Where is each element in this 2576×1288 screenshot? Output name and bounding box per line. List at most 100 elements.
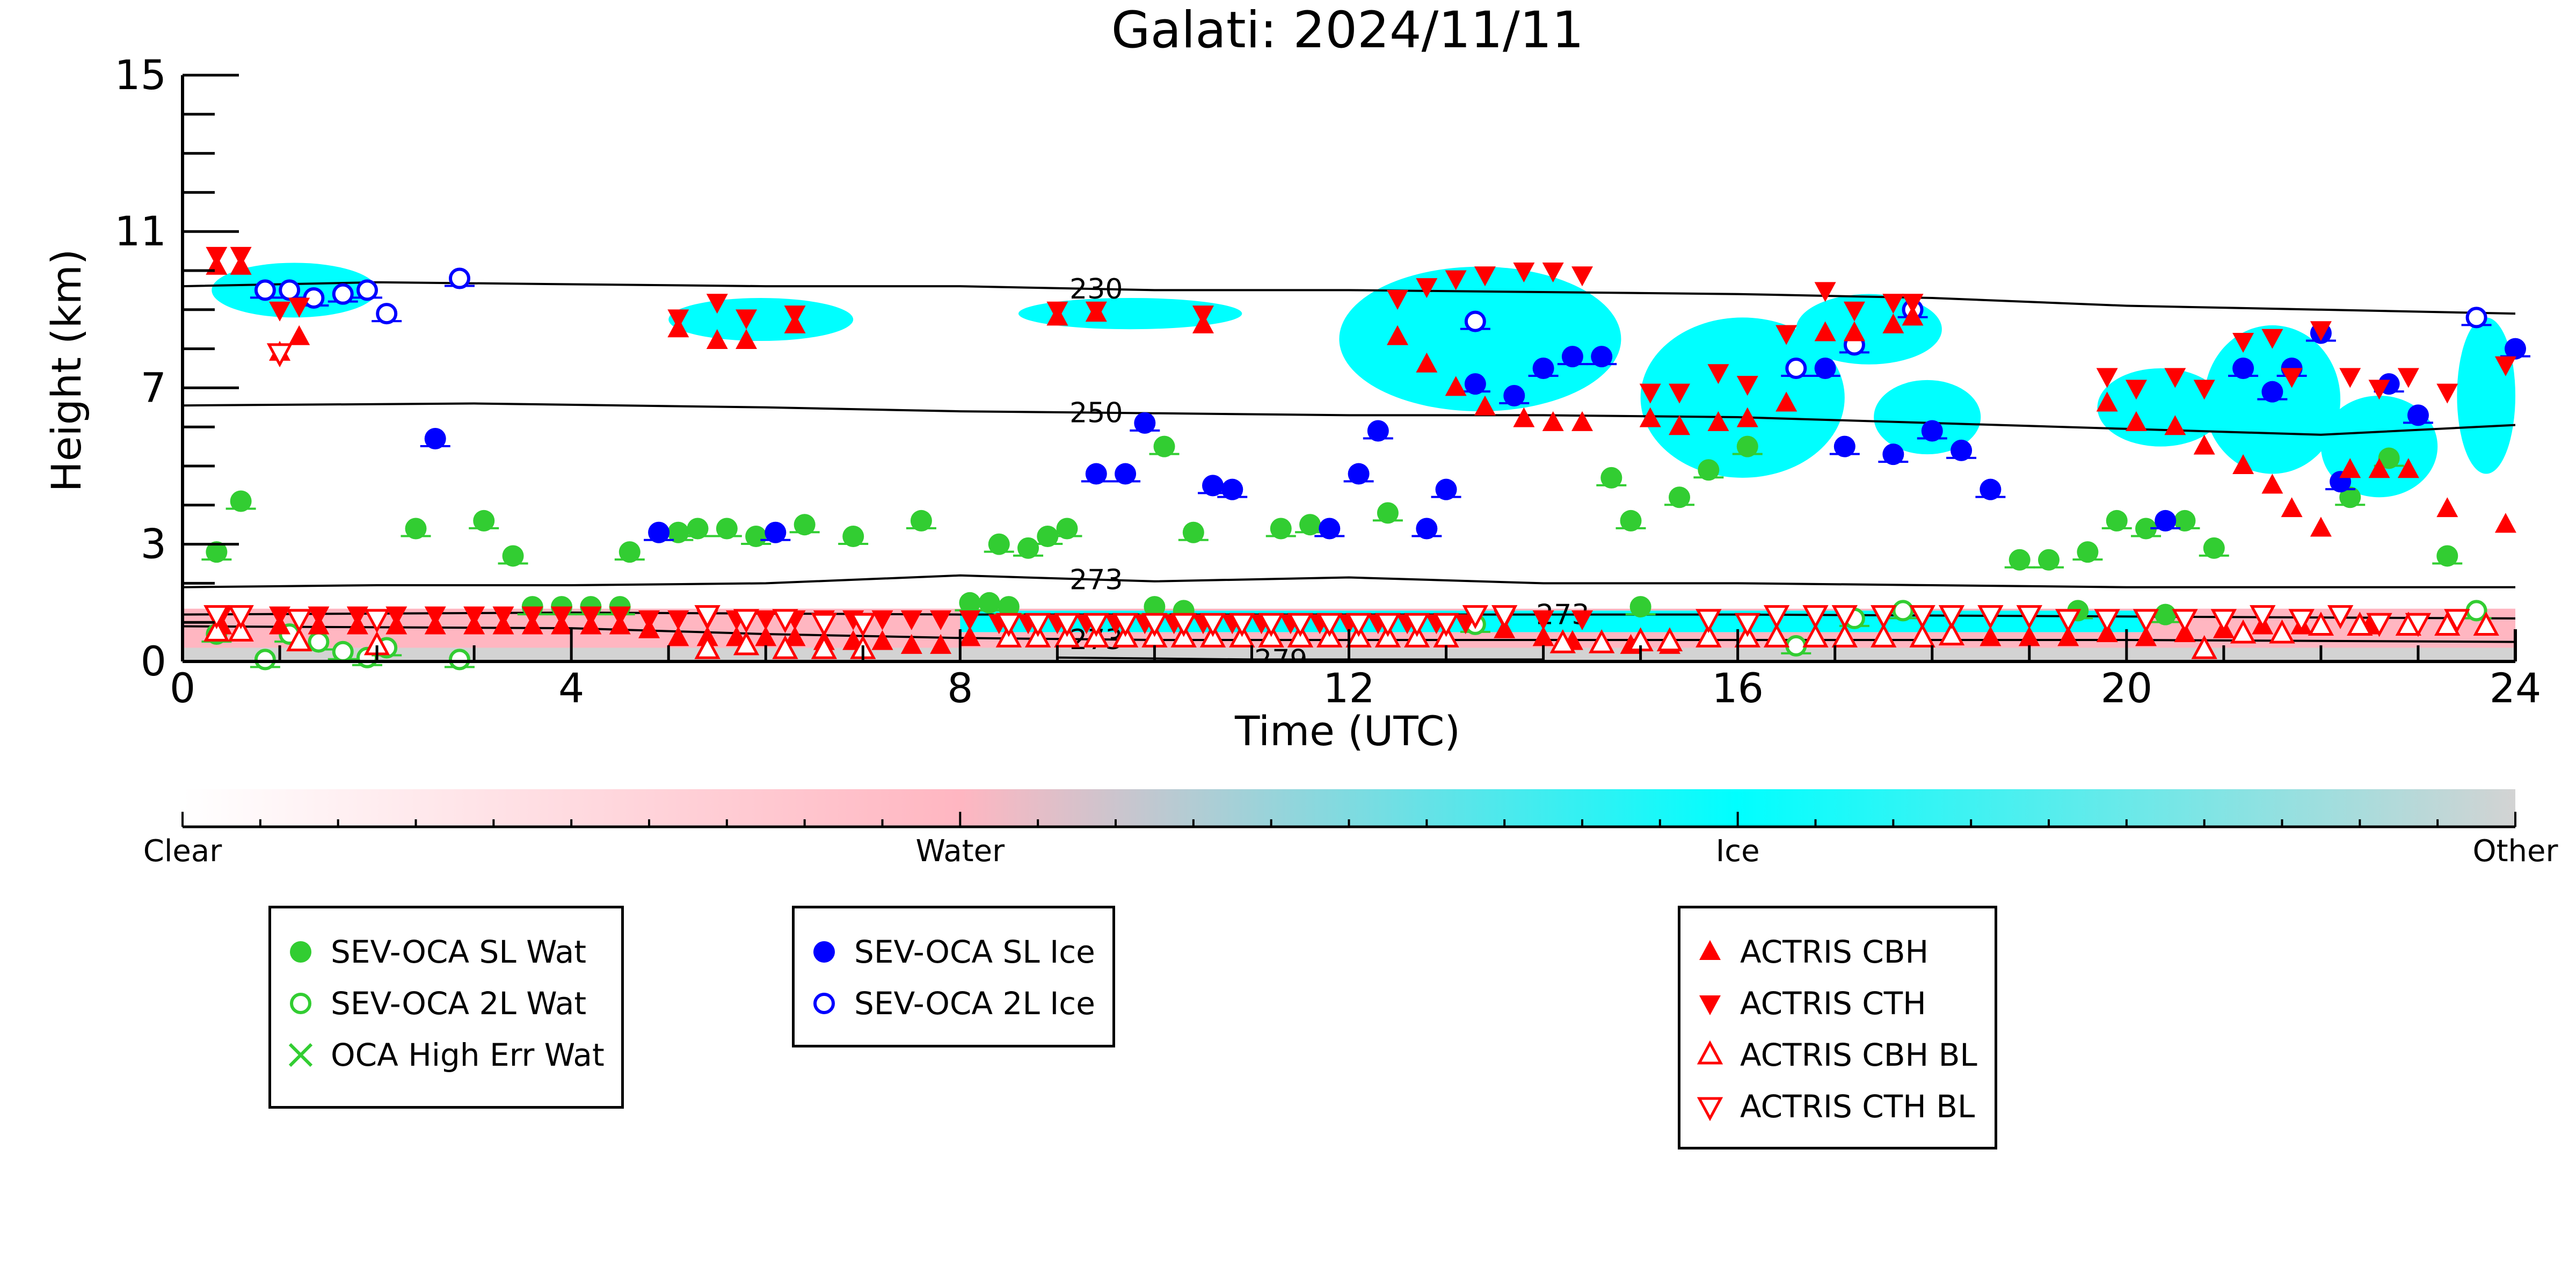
actris-cth-bl-point	[1258, 613, 1284, 637]
sev-oca-2l-wat-point	[1892, 600, 1914, 622]
actris-cth-bl-point	[1802, 605, 1829, 629]
actris-cth-bl-point	[1462, 605, 1489, 629]
actris-cbh-point	[1639, 407, 1661, 427]
sev-oca-sl-wat-point	[716, 518, 738, 540]
actris-cbh-point	[1775, 391, 1798, 412]
sev-oca-sl-ice-point	[1221, 478, 1243, 500]
actris-cth-point	[206, 246, 228, 267]
sev-oca-2l-ice-point	[254, 279, 276, 301]
actris-cth-point	[1775, 325, 1798, 345]
legend-marker-icon	[1699, 940, 1721, 960]
sev-oca-sl-ice-point	[1980, 478, 2002, 500]
actris-cth-bl-point	[1734, 613, 1760, 637]
actris-cbh-point	[2232, 454, 2254, 474]
actris-cbh-point	[1571, 411, 1593, 431]
actris-cth-point	[1843, 301, 1865, 322]
legend-label: SEV-OCA SL Ice	[854, 934, 1095, 970]
legend-marker	[288, 1043, 313, 1067]
actris-cth-bl-point	[1345, 613, 1372, 637]
sev-oca-sl-ice-point	[1367, 420, 1389, 442]
actris-cth-point	[706, 294, 728, 314]
actris-cth-bl-point	[2366, 613, 2392, 637]
actris-cth-bl-point	[1433, 613, 1459, 637]
sev-oca-sl-wat-point	[2339, 486, 2361, 508]
sev-oca-sl-wat-point	[2135, 518, 2157, 540]
actris-cth-point	[667, 610, 689, 630]
sev-oca-sl-ice-point	[2155, 510, 2177, 532]
legend-marker	[1697, 1097, 1723, 1122]
sev-oca-sl-wat-point	[2038, 549, 2060, 571]
sev-oca-sl-wat-point	[2378, 447, 2400, 469]
actris-cbh-bl-point	[2308, 612, 2334, 636]
actris-cth-bl-point	[1054, 613, 1080, 637]
legend-marker-icon	[1697, 1040, 1723, 1065]
sev-oca-sl-ice-point	[1319, 518, 1341, 540]
actris-cbh-bl-point	[772, 635, 798, 659]
actris-cth-point	[1902, 294, 1924, 314]
actris-cth-point	[1474, 266, 1496, 287]
sev-oca-sl-wat-point	[1629, 596, 1651, 618]
sev-oca-sl-wat-point	[230, 490, 252, 512]
x-tick-label: 8	[947, 664, 973, 712]
colorbar-label: Other	[2472, 834, 2558, 869]
actris-cbh-point	[2135, 626, 2157, 646]
legend-label: SEV-OCA SL Wat	[331, 934, 587, 970]
legend-label: ACTRIS CBH	[1740, 934, 1929, 970]
actris-cbh-point	[1513, 407, 1535, 427]
sev-oca-2l-wat-point	[448, 649, 470, 671]
legend-marker-icon	[1697, 1097, 1723, 1122]
sev-oca-2l-ice-point	[2465, 307, 2487, 329]
actris-cth-bl-point	[1871, 605, 1897, 629]
actris-cbh-bl-point	[1938, 621, 1965, 646]
actris-cbh-point	[1532, 626, 1554, 646]
actris-cth-bl-point	[1316, 613, 1343, 637]
actris-cbh-bl-point	[1802, 623, 1829, 647]
contour-label: 273	[1069, 564, 1123, 596]
legend-marker-icon	[290, 993, 311, 1014]
sev-oca-sl-wat-point	[1037, 526, 1059, 548]
legend-item: SEV-OCA SL Wat	[285, 926, 586, 978]
actris-cth-point	[2368, 380, 2390, 400]
actris-cth-point	[2125, 380, 2147, 400]
actris-cbh-bl-point	[1831, 623, 1858, 647]
sev-oca-sl-wat-point	[745, 526, 767, 548]
x-tick-label: 16	[1712, 664, 1764, 712]
legend-label: ACTRIS CBH BL	[1740, 1037, 1977, 1073]
sev-oca-sl-ice-point	[765, 521, 787, 543]
legend-label: ACTRIS CTH	[1740, 985, 1926, 1022]
sev-oca-sl-ice-point	[1115, 463, 1137, 485]
legend-item: ACTRIS CTH	[1694, 978, 1926, 1029]
actris-cth-point	[1736, 376, 1758, 396]
actris-cth-point	[1639, 383, 1661, 404]
ice-cloud-region	[1640, 317, 1845, 478]
sev-oca-sl-wat-point	[2436, 545, 2458, 567]
actris-cth-bl-point	[1112, 613, 1139, 637]
actris-cth-point	[2096, 368, 2118, 388]
actris-cth-point	[424, 606, 446, 627]
actris-cbh-point	[2281, 497, 2303, 518]
colorbar-label: Water	[916, 834, 1006, 869]
actris-cth-bl-point	[1938, 605, 1965, 629]
sev-oca-sl-wat-point	[2077, 541, 2099, 563]
actris-cth-point	[308, 606, 330, 627]
ice-cloud-region	[2457, 317, 2515, 474]
sev-oca-sl-wat-point	[618, 541, 641, 563]
actris-cbh-point	[959, 626, 981, 646]
sev-oca-2l-wat-point	[254, 649, 276, 671]
sev-oca-sl-wat-point	[998, 596, 1020, 618]
actris-cth-bl-point	[2250, 605, 2276, 629]
actris-cth-point	[2339, 368, 2361, 388]
actris-cth-bl-point	[1491, 605, 1518, 629]
actris-cbh-point	[930, 634, 952, 654]
actris-cbh-point	[288, 325, 310, 345]
sev-oca-sl-wat-point	[502, 545, 524, 567]
actris-cbh-bl-point	[2191, 635, 2217, 659]
temperature-contour	[183, 281, 2515, 315]
actris-cbh-point	[706, 329, 728, 350]
sev-oca-sl-wat-point	[1600, 467, 1622, 489]
actris-cbh-point	[1669, 415, 1691, 435]
sev-oca-2l-ice-point	[1785, 358, 1807, 379]
actris-cbh-point	[1445, 376, 1467, 396]
sev-oca-sl-wat-point	[1017, 537, 1039, 559]
actris-cbh-point	[900, 634, 922, 654]
